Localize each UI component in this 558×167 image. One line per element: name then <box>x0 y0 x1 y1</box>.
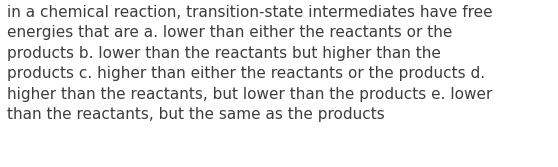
Text: in a chemical reaction, transition-state intermediates have free
energies that a: in a chemical reaction, transition-state… <box>7 5 492 122</box>
